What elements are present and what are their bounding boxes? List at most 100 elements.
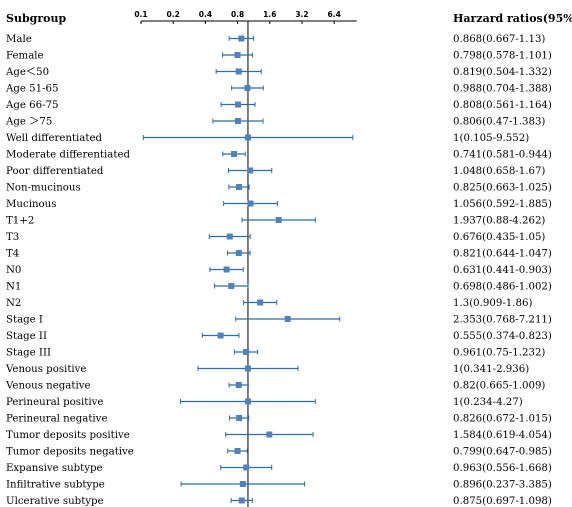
hr-value-text: 0.821(0.644-1.047) <box>453 248 552 260</box>
forest-row: Infiltrative subtype 0.896(0.237-3.385) <box>6 479 552 491</box>
forest-row: Stage II 0.555(0.374-0.823) <box>6 330 552 342</box>
hr-point-marker <box>266 431 273 438</box>
subgroup-label: Perineural positive <box>6 397 103 408</box>
subgroup-label: Age 66-75 <box>5 100 59 111</box>
forest-row: Venous positive 1(0.341-2.936) <box>5 363 529 375</box>
hr-point-marker <box>231 151 238 157</box>
subgroup-label: Venous negative <box>5 381 91 392</box>
forest-row: Age ＞75 0.806(0.47-1.383) <box>5 116 545 128</box>
hr-value-text: 0.875(0.697-1.098) <box>453 495 552 507</box>
forest-row: Ulcerative subtype 0.875(0.697-1.098) <box>6 495 552 507</box>
subgroup-label: Tumor deposits positive <box>6 430 130 441</box>
subgroup-label: Infiltrative subtype <box>6 480 105 491</box>
hr-point-marker <box>244 365 251 372</box>
subgroup-label: N1 <box>6 282 21 293</box>
hr-point-marker <box>235 250 242 256</box>
hr-value-text: 0.676(0.435-1.05) <box>453 231 545 243</box>
subgroup-label: N2 <box>6 298 21 309</box>
hr-value-text: 0.806(0.47-1.383) <box>453 116 545 128</box>
forest-row: Age＜50 0.819(0.504-1.332) <box>5 66 552 78</box>
subgroup-label: T4 <box>6 249 19 260</box>
forest-row: Expansive subtype 0.963(0.556-1.668) <box>6 462 552 474</box>
hr-point-marker <box>235 68 242 75</box>
hr-point-marker <box>234 118 241 124</box>
forest-row: Poor differentiated 1.048(0.658-1.67) <box>6 165 545 177</box>
forest-row: Moderate differentiated 0.741(0.581-0.944… <box>6 149 552 161</box>
hr-point-marker <box>243 464 250 471</box>
forest-row: Perineural positive 1(0.234-4.27) <box>6 396 523 408</box>
subgroup-label: Age ＞75 <box>5 117 52 128</box>
forest-row: Male 0.868(0.667-1.13) <box>6 33 545 45</box>
hr-point-marker <box>234 52 241 58</box>
hr-point-marker <box>235 382 242 388</box>
forest-rows: Male 0.868(0.667-1.13) Female 0.798(0.578-1… <box>5 21 552 507</box>
forest-row: Non-mucinous 0.825(0.663-1.025) <box>6 182 552 194</box>
hr-point-marker <box>244 134 251 141</box>
hr-value-text: 0.808(0.561-1.164) <box>453 99 552 111</box>
hr-value-text: 0.799(0.647-0.985) <box>453 446 552 458</box>
subgroup-header: Subgroup <box>6 12 66 25</box>
hr-point-marker <box>228 283 235 289</box>
subgroup-label: Stage I <box>6 315 43 326</box>
hr-point-marker <box>235 101 242 108</box>
hr-point-marker <box>239 481 246 487</box>
forest-row: Tumor deposits positive 1.584(0.619-4.054… <box>6 429 552 441</box>
subgroup-label: Poor differentiated <box>6 166 104 177</box>
subgroup-label: T1+2 <box>6 216 34 227</box>
hr-value-text: 0.868(0.667-1.13) <box>453 33 545 45</box>
subgroup-label: Stage II <box>6 331 47 342</box>
hr-point-marker <box>217 332 224 339</box>
subgroup-label: Age＜50 <box>5 67 49 78</box>
forest-row: Venous negative 0.82(0.665-1.009) <box>5 380 545 392</box>
forest-row: T4 0.821(0.644-1.047) <box>6 248 552 260</box>
subgroup-label: Venous positive <box>5 364 86 375</box>
subgroup-label: Perineural negative <box>6 414 107 425</box>
x-tick-label: 0.8 <box>231 10 244 19</box>
forest-row: N2 1.3(0.909-1.86) <box>6 297 532 309</box>
forest-row: T3 0.676(0.435-1.05) <box>6 231 545 243</box>
forest-row: T1+2 1.937(0.88-4.262) <box>6 215 545 227</box>
forest-row: N1 0.698(0.486-1.002) <box>6 281 552 293</box>
hr-point-marker <box>244 398 251 405</box>
subgroup-label: Well differentiated <box>6 133 102 144</box>
hr-value-text: 0.631(0.441-0.903) <box>453 264 552 276</box>
subgroup-label: Ulcerative subtype <box>6 496 104 507</box>
subgroup-label: Non-mucinous <box>6 183 81 194</box>
hr-value-text: 0.741(0.581-0.944) <box>453 149 552 161</box>
x-tick-label: 0.1 <box>134 10 147 19</box>
hr-point-marker <box>238 497 245 504</box>
subgroup-label: Stage III <box>6 348 51 359</box>
hr-point-marker <box>284 316 291 322</box>
hr-value-text: 0.963(0.556-1.668) <box>453 462 552 474</box>
hr-value-text: 2.353(0.768-7.211) <box>453 314 552 326</box>
x-axis: 0.1 0.2 0.4 0.8 1.6 3.2 6.4 <box>134 10 357 24</box>
x-tick-label: 0.2 <box>167 10 180 19</box>
subgroup-label: Age 51-65 <box>5 84 59 95</box>
hr-value-text: 1.3(0.909-1.86) <box>453 297 532 309</box>
forest-row: Well differentiated 1(0.105-9.552) <box>6 132 529 144</box>
subgroup-label: Expansive subtype <box>6 463 103 474</box>
subgroup-label: Female <box>6 51 44 62</box>
hr-value-text: 0.555(0.374-0.823) <box>453 330 552 342</box>
forest-row: Age 51-65 0.988(0.704-1.388) <box>5 83 552 95</box>
forest-row: Perineural negative 0.826(0.672-1.015) <box>6 413 552 425</box>
x-tick-label: 6.4 <box>328 10 341 19</box>
hr-value-text: 1(0.341-2.936) <box>453 363 529 375</box>
hr-value-text: 1.584(0.619-4.054) <box>453 429 552 441</box>
hr-value-text: 1.937(0.88-4.262) <box>453 215 545 227</box>
hr-point-marker <box>275 217 282 223</box>
hr-point-marker <box>243 349 250 355</box>
x-tick-label: 3.2 <box>295 10 308 19</box>
x-tick-label: 0.4 <box>199 10 212 19</box>
forest-row: N0 0.631(0.441-0.903) <box>6 264 552 276</box>
hr-point-marker <box>244 85 251 91</box>
hr-point-marker <box>247 200 254 207</box>
hr-value-text: 1(0.105-9.552) <box>453 132 529 144</box>
hazard-ratio-header: Harzard ratios(95% CI) <box>453 12 572 25</box>
hr-point-marker <box>257 299 264 306</box>
forest-row: Stage III 0.961(0.75-1.232) <box>6 347 545 359</box>
hr-value-text: 0.698(0.486-1.002) <box>453 281 552 293</box>
hr-value-text: 0.825(0.663-1.025) <box>453 182 552 194</box>
hr-point-marker <box>247 167 254 174</box>
